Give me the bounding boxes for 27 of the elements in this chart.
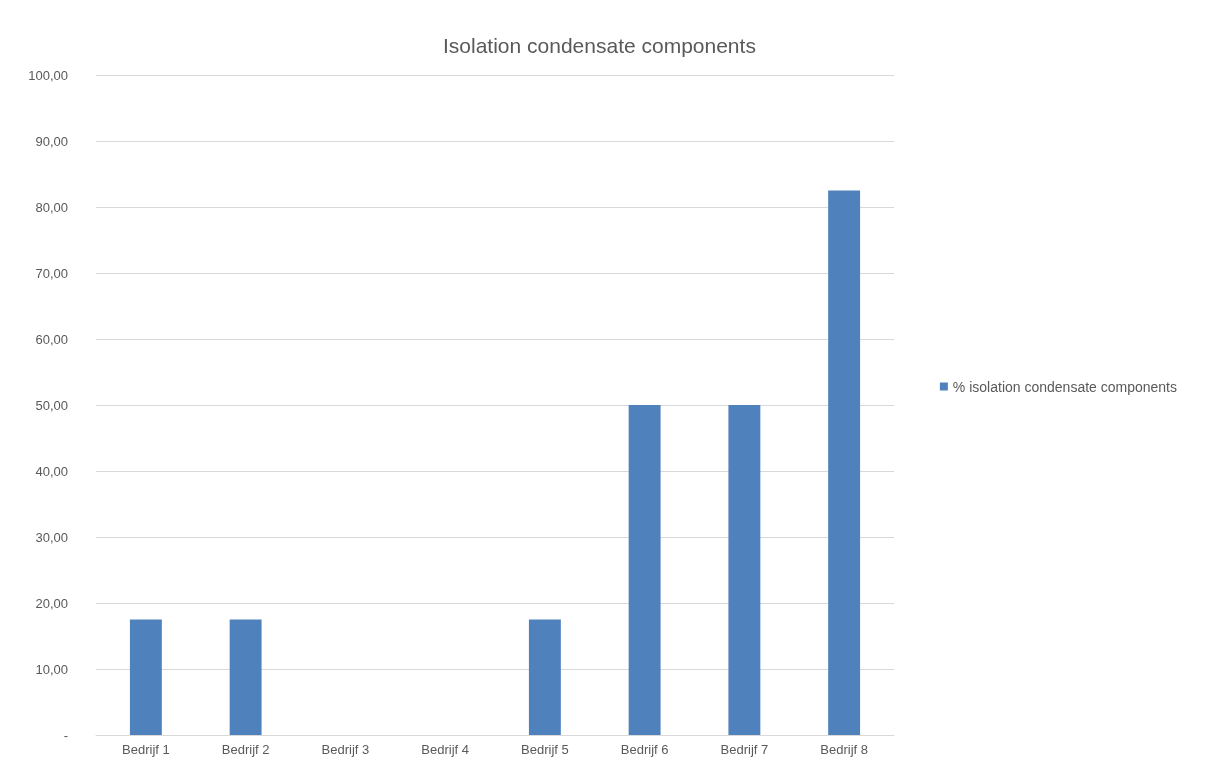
chart-title: Isolation condensate components [443,34,756,57]
y-tick-label: 80,00 [35,199,68,215]
legend-label: % isolation condensate components [952,378,1178,395]
y-tick-label: 10,00 [35,661,68,677]
y-tick-label: 20,00 [35,595,68,611]
y-tick-label: 30,00 [35,529,68,545]
y-tick-label: 90,00 [35,133,68,149]
x-tick-label: Bedrijf 6 [620,742,669,757]
x-tick-label: Bedrijf 4 [421,742,469,757]
bar [628,405,661,735]
bar [229,619,262,735]
x-tick-label: Bedrijf 2 [221,742,270,757]
x-tick-label: Bedrijf 8 [820,742,868,757]
x-tick-label: Bedrijf 7 [720,742,769,757]
x-tick-label: Bedrijf 5 [521,742,569,757]
bar [129,619,162,735]
y-tick-label: 40,00 [35,463,68,479]
y-tick-label: - [63,727,68,743]
bar [728,405,761,735]
bar [528,619,561,735]
x-tick-label: Bedrijf 3 [321,742,370,757]
y-tick-label: 100,00 [28,67,68,83]
y-tick-label: 50,00 [35,397,68,413]
y-tick-label: 60,00 [35,331,68,347]
bar [828,190,861,735]
y-tick-label: 70,00 [35,265,68,281]
x-tick-label: Bedrijf 1 [122,742,170,757]
